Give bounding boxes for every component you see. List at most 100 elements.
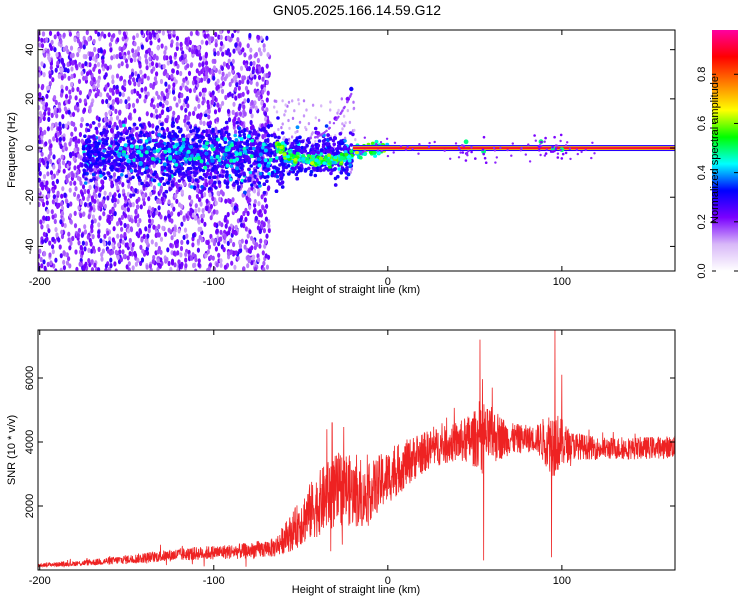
heatmap-cell	[217, 143, 222, 147]
heatmap-cell	[226, 211, 230, 218]
heatmap-cell	[101, 55, 105, 61]
heatmap-cell	[41, 194, 45, 200]
heatmap-cell	[174, 162, 179, 167]
heatmap-cell	[245, 126, 249, 133]
heatmap-cell	[229, 158, 234, 163]
heatmap-cell	[158, 113, 162, 119]
heatmap-cell	[185, 233, 189, 239]
heatmap-cell	[256, 133, 261, 137]
heatmap-cell	[299, 164, 304, 168]
heatmap-cell	[539, 153, 542, 157]
heatmap-cell	[46, 48, 50, 54]
heatmap-cell	[167, 166, 172, 171]
heatmap-cell	[173, 262, 177, 268]
heatmap-cell	[83, 224, 87, 230]
heatmap-cell	[144, 154, 149, 158]
heatmap-cell	[129, 144, 134, 149]
heatmap-cell	[506, 148, 509, 152]
heatmap-cell	[208, 137, 213, 141]
heatmap-cell	[101, 144, 105, 148]
heatmap-cell	[238, 243, 243, 249]
heatmap-cell	[159, 257, 163, 263]
heatmap-cell	[97, 122, 101, 128]
heatmap-cell	[68, 151, 73, 157]
heatmap-cell	[223, 238, 227, 244]
heatmap-cell	[309, 172, 313, 177]
heatmap-cell	[164, 189, 169, 194]
heatmap-cell	[109, 47, 113, 53]
heatmap-cell	[278, 150, 283, 155]
heatmap-cell	[171, 121, 175, 125]
heatmap-cell	[201, 156, 205, 160]
heatmap-cell	[201, 100, 205, 106]
heatmap-cell	[167, 177, 172, 181]
heatmap-cell	[180, 221, 184, 227]
heatmap-cell	[148, 205, 152, 211]
heatmap-cell	[161, 103, 165, 109]
heatmap-cell	[339, 171, 344, 175]
heatmap-cell	[249, 108, 253, 115]
heatmap-cell	[155, 90, 159, 96]
heatmap-cell	[67, 173, 71, 179]
heatmap-cell	[341, 127, 344, 131]
heatmap-cell	[76, 52, 80, 58]
heatmap-cell	[115, 168, 119, 172]
heatmap-cell	[98, 215, 102, 221]
heatmap-cell	[165, 173, 169, 177]
heatmap-cell	[48, 240, 52, 246]
heatmap-cell	[50, 39, 54, 45]
heatmap-cell	[127, 50, 131, 56]
heatmap-cell	[42, 160, 46, 166]
heatmap-cell	[264, 253, 268, 259]
heatmap-cell	[139, 130, 143, 135]
heatmap-cell	[186, 115, 190, 121]
heatmap-cell	[171, 117, 175, 123]
heatmap-cell	[353, 128, 356, 132]
heatmap-cell	[184, 263, 188, 269]
heatmap-cell	[232, 101, 236, 107]
heatmap-cell	[218, 196, 222, 202]
heatmap-cell	[135, 173, 140, 177]
heatmap-cell	[116, 221, 120, 227]
heatmap-cell	[179, 41, 183, 48]
heatmap-cell	[161, 157, 166, 161]
heatmap-cell	[79, 212, 83, 219]
heatmap-cell	[252, 254, 256, 260]
heatmap-cell	[115, 157, 120, 161]
heatmap-cell	[121, 92, 125, 98]
heatmap-cell	[110, 37, 114, 43]
heatmap-cell	[175, 102, 179, 108]
heatmap-cell	[273, 105, 276, 109]
heatmap-cell	[87, 214, 91, 220]
heatmap-cell	[105, 98, 109, 104]
heatmap-cell	[287, 137, 291, 141]
heatmap-cell	[279, 176, 283, 181]
heatmap-cell	[75, 266, 79, 271]
heatmap-cell	[294, 172, 299, 177]
heatmap-cell	[263, 239, 267, 245]
heatmap-cell	[339, 139, 343, 143]
heatmap-cell	[276, 179, 280, 183]
heatmap-cell	[178, 186, 182, 191]
heatmap-cell	[158, 263, 162, 269]
heatmap-cell	[45, 93, 49, 99]
heatmap-cell	[126, 179, 130, 184]
heatmap-cell	[95, 164, 100, 169]
heatmap-cell	[209, 144, 214, 149]
heatmap-cell	[72, 121, 76, 127]
heatmap-cell	[114, 268, 118, 271]
heatmap-cell	[46, 261, 50, 267]
heatmap-cell	[267, 227, 271, 234]
heatmap-cell	[133, 169, 138, 173]
heatmap-cell	[84, 164, 89, 168]
heatmap-cell	[47, 55, 51, 61]
heatmap-cell	[102, 149, 106, 153]
heatmap-cell	[265, 72, 269, 79]
heatmap-cell	[273, 165, 277, 169]
heatmap-cell	[195, 133, 199, 137]
heatmap-cell	[139, 145, 144, 150]
heatmap-cell	[109, 104, 113, 110]
heatmap-cell	[174, 79, 178, 85]
heatmap-cell	[202, 144, 207, 149]
heatmap-cell	[70, 73, 74, 80]
